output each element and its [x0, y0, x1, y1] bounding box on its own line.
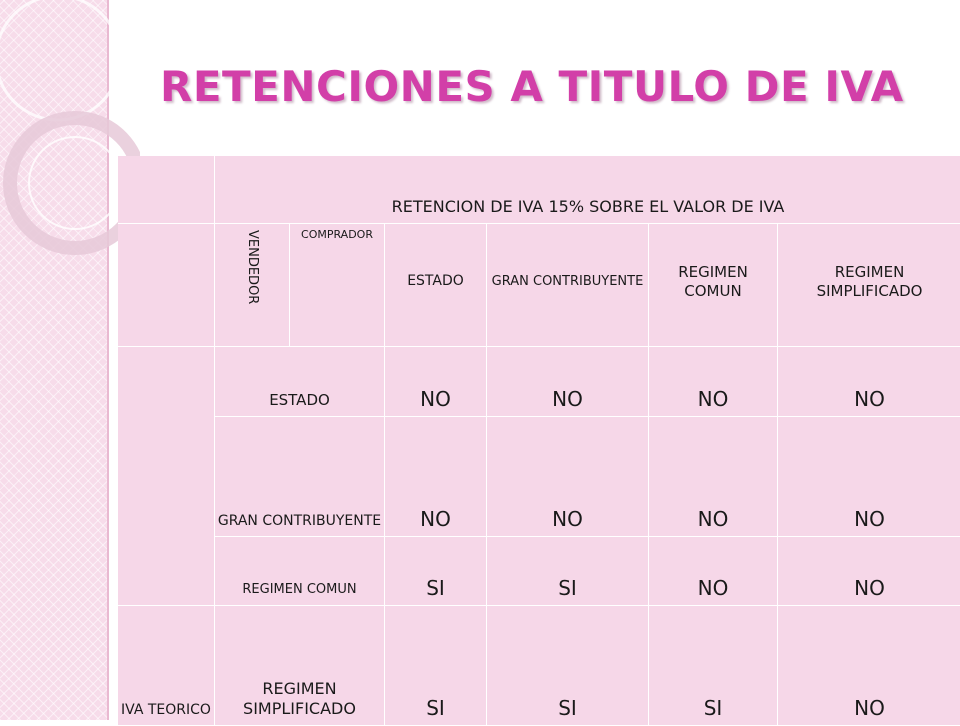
table-row: IVA TEORICO REGIMEN SIMPLIFICADO SI SI S… [118, 605, 960, 726]
col-header-estado-text: ESTADO [407, 273, 464, 290]
retention-table: RETENCION DE IVA 15% SOBRE EL VALOR DE I… [118, 156, 960, 726]
table-cell: NO [778, 347, 960, 417]
table-cell: SI [487, 537, 649, 606]
table-cell: SI [385, 605, 487, 726]
table-cell: NO [487, 347, 649, 417]
row-label-regimen-comun: REGIMEN COMUN [215, 537, 385, 606]
row-label-text: REGIMEN SIMPLIFICADO [243, 679, 356, 718]
table-cell: NO [778, 605, 960, 726]
vendedor-label: VENDEDOR [245, 229, 261, 304]
vendedor-cell: VENDEDOR [215, 223, 290, 348]
row-label-text: GRAN CONTRIBUYENTE [217, 512, 382, 529]
slide-title: RETENCIONES A TITULO DE IVA [160, 62, 904, 111]
left-group-label-cell: IVA TEORICO [118, 605, 215, 726]
table-cell: NO [649, 347, 778, 417]
col-header-estado: ESTADO [385, 223, 487, 348]
row-label-text: ESTADO [269, 390, 330, 409]
table-cell: NO [385, 347, 487, 417]
row-label-gran-contribuyente: GRAN CONTRIBUYENTE [215, 416, 385, 538]
empty-header-cell [118, 223, 215, 348]
header-row: RETENCION DE IVA 15% SOBRE EL VALOR DE I… [118, 156, 960, 224]
table-cell: NO [487, 416, 649, 538]
table-row: GRAN CONTRIBUYENTE NO NO NO NO [118, 416, 960, 538]
col-header-regimen-comun: REGIMEN COMUN [649, 223, 778, 348]
comprador-label: COMPRADOR [301, 227, 373, 241]
table-cell: SI [649, 605, 778, 726]
col-header-gran-contribuyente: GRAN CONTRIBUYENTE [487, 223, 649, 348]
comprador-cell: COMPRADOR [290, 223, 385, 348]
table-cell: SI [487, 605, 649, 726]
column-header-row: VENDEDOR COMPRADOR ESTADO GRAN CONTRIBUY… [118, 223, 960, 348]
col-header-regimen-simplificado-text: REGIMEN SIMPLIFICADO [816, 263, 923, 300]
table-cell: SI [385, 537, 487, 606]
table-cell: NO [778, 416, 960, 538]
col-header-regimen-simplificado: REGIMEN SIMPLIFICADO [778, 223, 960, 348]
col-header-gran-contribuyente-text: GRAN CONTRIBUYENTE [491, 273, 644, 289]
table-cell: NO [649, 416, 778, 538]
decorative-divider-line [107, 0, 109, 720]
row-label-regimen-simplificado: REGIMEN SIMPLIFICADO [215, 605, 385, 726]
main-header-cell: RETENCION DE IVA 15% SOBRE EL VALOR DE I… [215, 156, 960, 224]
row-label-estado: ESTADO [215, 347, 385, 417]
table-row: ESTADO NO NO NO NO [118, 347, 960, 606]
table-cell: NO [385, 416, 487, 538]
main-header-text: RETENCION DE IVA 15% SOBRE EL VALOR DE I… [391, 196, 785, 216]
table-row: REGIMEN COMUN SI SI NO NO [118, 537, 960, 606]
left-group-label: IVA TEORICO [121, 701, 211, 718]
row-label-text: REGIMEN COMUN [242, 582, 357, 598]
table-cell: NO [649, 537, 778, 606]
empty-corner-cell [118, 156, 215, 224]
col-header-regimen-comun-text: REGIMEN COMUN [678, 263, 748, 300]
table-cell: NO [778, 537, 960, 606]
left-group-cell-upper [118, 347, 215, 606]
